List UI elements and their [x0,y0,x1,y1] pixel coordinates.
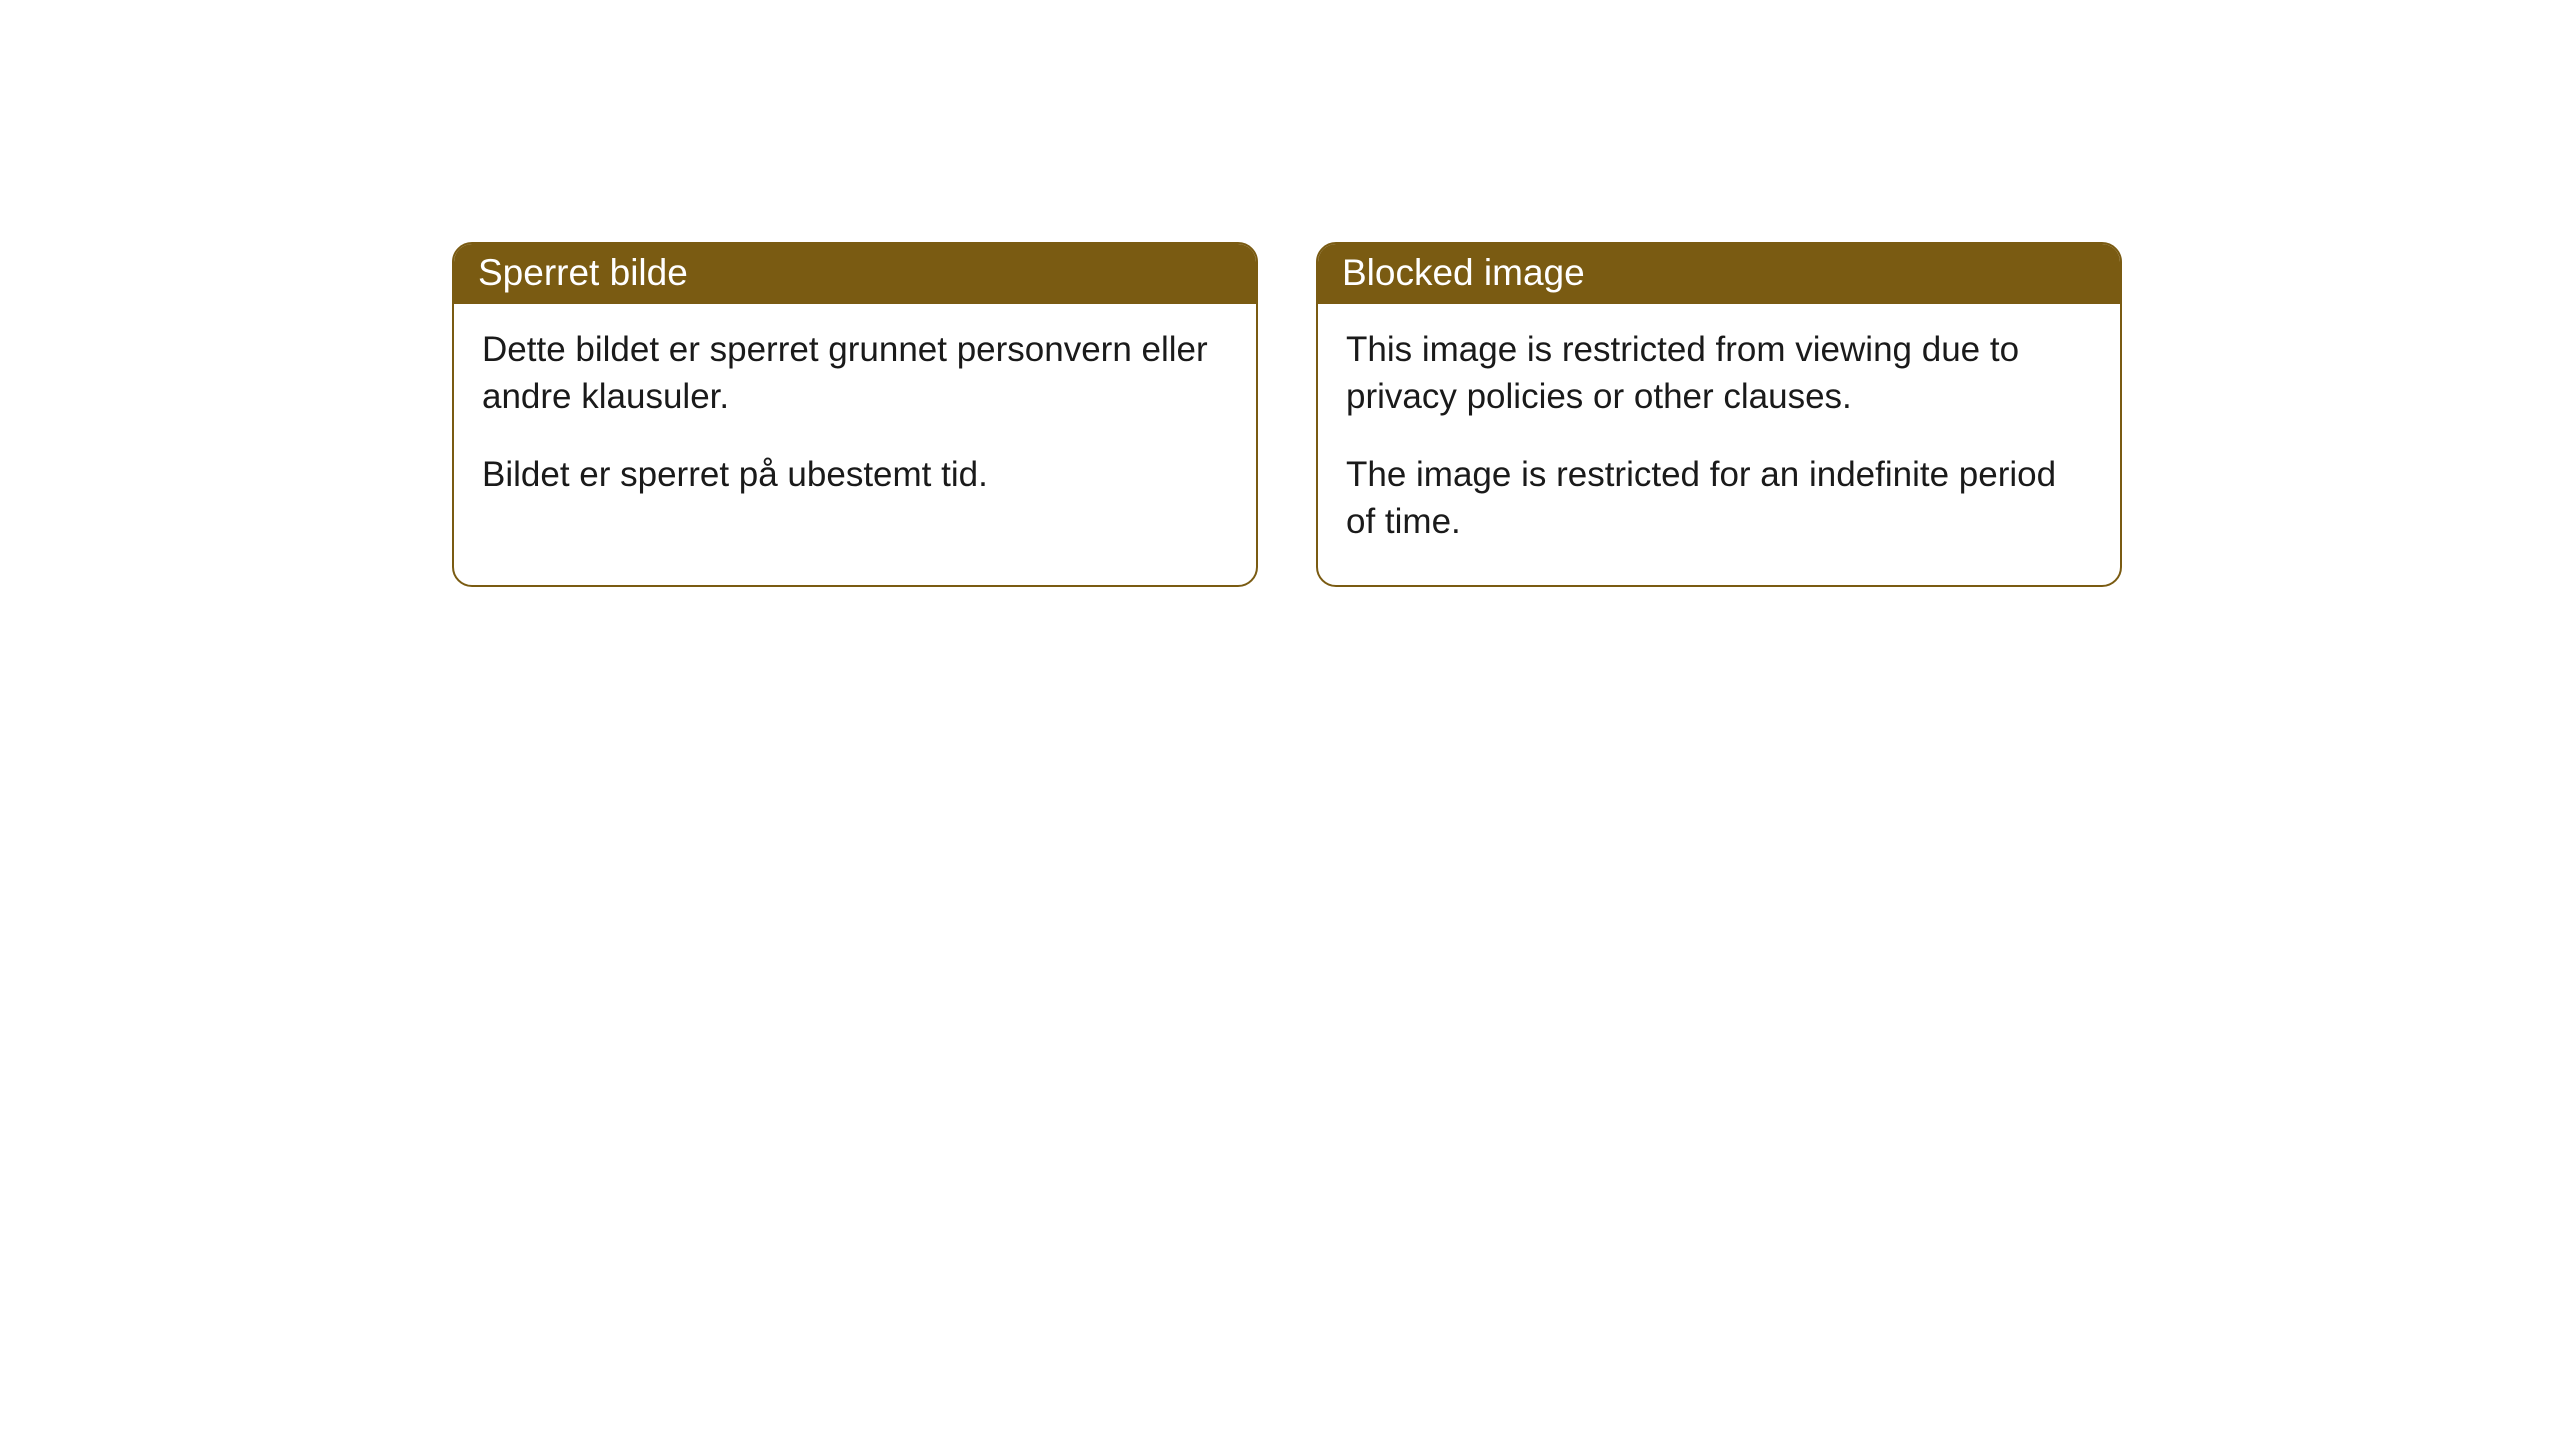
card-paragraph: This image is restricted from viewing du… [1346,326,2092,421]
notice-card-norwegian: Sperret bilde Dette bildet er sperret gr… [452,242,1258,587]
card-body: This image is restricted from viewing du… [1318,304,2120,585]
card-body: Dette bildet er sperret grunnet personve… [454,304,1256,538]
card-paragraph: The image is restricted for an indefinit… [1346,451,2092,546]
card-title: Blocked image [1318,244,2120,304]
notice-card-english: Blocked image This image is restricted f… [1316,242,2122,587]
card-paragraph: Bildet er sperret på ubestemt tid. [482,451,1228,498]
card-paragraph: Dette bildet er sperret grunnet personve… [482,326,1228,421]
card-title: Sperret bilde [454,244,1256,304]
notice-cards-row: Sperret bilde Dette bildet er sperret gr… [452,242,2560,587]
